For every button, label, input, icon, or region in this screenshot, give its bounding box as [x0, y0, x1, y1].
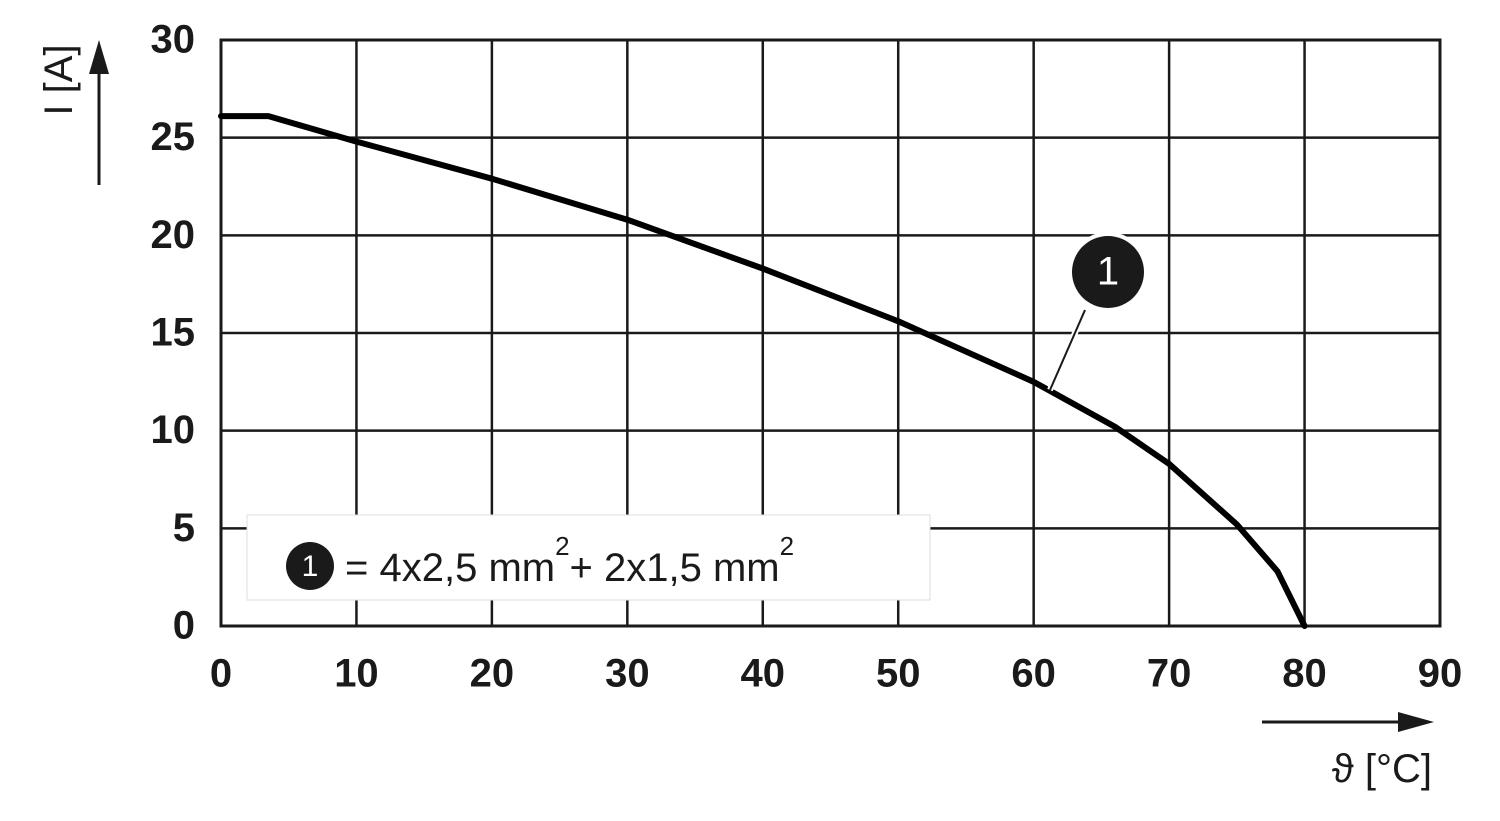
curve	[218, 113, 1308, 629]
plot-frame	[219, 38, 1442, 628]
y-axis-label: I [A]	[37, 44, 81, 115]
x-tick-label: 80	[1282, 652, 1327, 696]
legend-part: + 2x1,5 mm	[570, 546, 780, 590]
x-tick-label: 10	[334, 652, 379, 696]
y-tick-label: 10	[151, 408, 196, 452]
x-tick-label: 60	[1011, 652, 1056, 696]
y-tick-label: 25	[151, 115, 196, 159]
legend-marker-label: 1	[302, 550, 319, 583]
annotation-label: 1	[1097, 250, 1119, 294]
y-axis-arrowhead	[89, 40, 109, 74]
y-tick-label: 30	[151, 18, 196, 62]
annotation-marker	[1072, 236, 1144, 308]
legend-part: = 4x2,5 mm	[345, 546, 555, 590]
x-tick-label: 40	[741, 652, 786, 696]
y-tick-label: 0	[173, 604, 195, 648]
y-tick-label: 15	[151, 311, 196, 355]
x-tick-label: 30	[605, 652, 650, 696]
x-tick-label: 70	[1147, 652, 1192, 696]
y-tick-label: 20	[151, 213, 196, 257]
x-tick-label: 90	[1418, 652, 1463, 696]
y-tick-label: 5	[173, 506, 195, 550]
ticks: 0 10 20 30 40 50 60 70 80 90 0 5 10 15 20 25 30	[151, 18, 1463, 696]
leader-line	[1049, 309, 1086, 391]
legend-box	[246, 514, 931, 601]
x-tick-label: 50	[876, 652, 921, 696]
legend-superscript: 2	[780, 531, 794, 561]
x-axis-label: ϑ [°C]	[1332, 747, 1432, 791]
legend-superscript: 2	[555, 531, 569, 561]
x-tick-label: 0	[210, 652, 232, 696]
x-axis-arrowhead	[1398, 712, 1434, 732]
legend-text: = 4x2,5 mm2+ 2x1,5 mm2	[345, 531, 794, 590]
curve-group	[218, 113, 1308, 629]
x-tick-label: 20	[470, 652, 515, 696]
legend-marker	[286, 542, 334, 590]
